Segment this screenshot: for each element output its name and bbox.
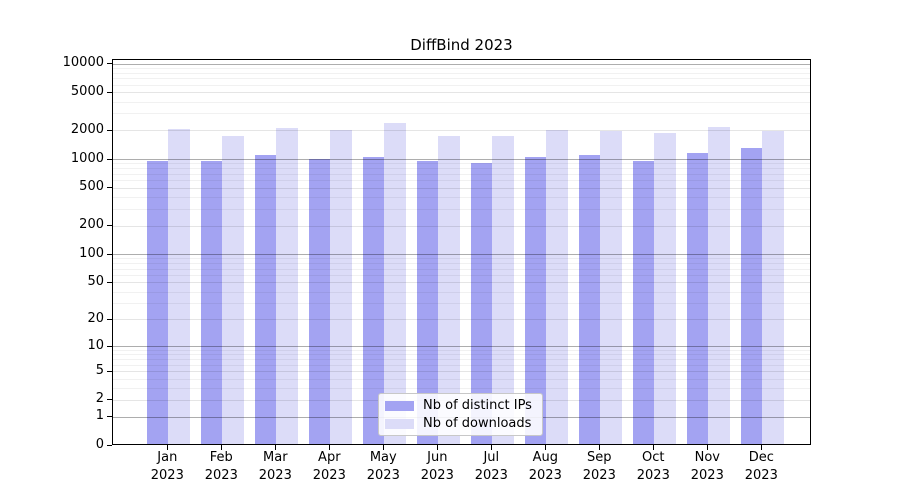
y-tick-label-50: 50 — [87, 273, 104, 289]
bar-nb-of-distinct-ips-may — [362, 156, 385, 444]
x-tick-label-may: May 2023 — [366, 450, 400, 483]
x-tick-label-jun: Jun 2023 — [420, 450, 454, 483]
x-tick-label-jul: Jul 2023 — [474, 450, 508, 483]
plot-area — [112, 59, 811, 445]
chart-title: DiffBind 2023 — [410, 36, 513, 54]
x-tick-mark-jul — [491, 445, 493, 450]
y-tick-label-2: 2 — [95, 391, 104, 407]
x-tick-mark-feb — [221, 445, 223, 450]
bar-nb-of-downloads-apr — [330, 129, 352, 444]
x-tick-label-apr: Apr 2023 — [312, 450, 346, 483]
legend-item-distinct-ips: Nb of distinct IPs — [385, 398, 536, 413]
bar-nb-of-downloads-jul — [492, 136, 514, 444]
y-tick-label-200: 200 — [79, 217, 104, 233]
x-tick-mark-jun — [437, 445, 439, 450]
y-tick-mark-10 — [107, 345, 112, 347]
y-tick-label-2000: 2000 — [70, 121, 104, 137]
y-tick-label-5000: 5000 — [70, 83, 104, 99]
bar-nb-of-downloads-feb — [222, 135, 244, 444]
bar-nb-of-downloads-sep — [600, 131, 622, 444]
bar-nb-of-distinct-ips-jan — [146, 160, 169, 444]
y-tick-mark-200 — [107, 225, 112, 227]
legend: Nb of distinct IPs Nb of downloads — [378, 393, 543, 436]
bar-nb-of-downloads-oct — [654, 133, 676, 444]
bar-nb-of-downloads-may — [384, 123, 406, 444]
legend-item-downloads: Nb of downloads — [385, 416, 536, 431]
bar-nb-of-distinct-ips-mar — [254, 154, 277, 444]
y-tick-mark-0 — [107, 445, 112, 446]
y-tick-label-1000: 1000 — [70, 150, 104, 166]
bar-nb-of-distinct-ips-oct — [632, 160, 655, 444]
bar-nb-of-distinct-ips-jul — [470, 162, 493, 444]
x-tick-label-mar: Mar 2023 — [258, 450, 292, 483]
bar-nb-of-downloads-nov — [708, 126, 730, 444]
x-tick-mark-oct — [653, 445, 655, 450]
x-tick-mark-apr — [329, 445, 331, 450]
x-tick-mark-sep — [599, 445, 601, 450]
y-tick-label-500: 500 — [79, 179, 104, 195]
y-tick-label-0: 0 — [95, 437, 104, 452]
x-tick-mark-jan — [167, 445, 169, 450]
x-tick-mark-aug — [545, 445, 547, 450]
y-tick-mark-20 — [107, 318, 112, 320]
x-tick-mark-may — [383, 445, 385, 450]
legend-label-downloads: Nb of downloads — [423, 416, 532, 431]
bar-nb-of-distinct-ips-jun — [416, 161, 439, 444]
y-tick-label-1: 1 — [95, 408, 104, 424]
bar-nb-of-distinct-ips-apr — [308, 158, 331, 444]
bar-nb-of-downloads-mar — [276, 127, 298, 444]
bar-nb-of-downloads-jan — [168, 128, 190, 444]
y-tick-mark-100 — [107, 253, 112, 255]
x-tick-label-jan: Jan 2023 — [150, 450, 184, 483]
bar-nb-of-downloads-dec — [762, 130, 784, 444]
y-tick-label-5: 5 — [95, 362, 104, 378]
legend-swatch-downloads — [385, 418, 414, 429]
x-tick-mark-nov — [707, 445, 709, 450]
x-tick-label-dec: Dec 2023 — [744, 450, 778, 483]
y-tick-mark-10000 — [107, 63, 112, 65]
y-tick-label-100: 100 — [79, 245, 104, 261]
y-tick-mark-1 — [107, 416, 112, 418]
y-tick-mark-1000 — [107, 158, 112, 160]
bar-nb-of-downloads-jun — [438, 136, 460, 444]
bar-nb-of-distinct-ips-feb — [200, 161, 223, 444]
x-tick-mark-mar — [275, 445, 277, 450]
bars-layer — [113, 60, 810, 444]
bar-nb-of-distinct-ips-aug — [524, 157, 547, 444]
y-tick-label-10000: 10000 — [62, 55, 104, 71]
x-tick-label-feb: Feb 2023 — [204, 450, 238, 483]
y-tick-mark-5000 — [107, 91, 112, 93]
x-tick-label-aug: Aug 2023 — [528, 450, 562, 483]
x-tick-label-oct: Oct 2023 — [636, 450, 670, 483]
legend-swatch-distinct-ips — [385, 400, 414, 411]
bar-nb-of-distinct-ips-dec — [740, 148, 763, 444]
bar-nb-of-distinct-ips-sep — [578, 154, 601, 444]
bar-nb-of-downloads-aug — [546, 129, 568, 444]
y-tick-mark-2000 — [107, 129, 112, 131]
y-tick-mark-500 — [107, 187, 112, 189]
x-tick-mark-dec — [761, 445, 763, 450]
bar-nb-of-distinct-ips-nov — [686, 153, 709, 444]
x-tick-label-nov: Nov 2023 — [690, 450, 724, 483]
y-tick-label-10: 10 — [87, 337, 104, 353]
y-axis-tick-labels: 0 1 2 5 10 20 50 100 200 500 1000 2000 5000 10000 — [0, 0, 104, 500]
y-tick-mark-5 — [107, 370, 112, 372]
y-tick-mark-2 — [107, 399, 112, 401]
legend-label-distinct-ips: Nb of distinct IPs — [423, 398, 532, 413]
y-tick-mark-50 — [107, 281, 112, 283]
y-tick-label-20: 20 — [87, 310, 104, 326]
x-tick-label-sep: Sep 2023 — [582, 450, 616, 483]
